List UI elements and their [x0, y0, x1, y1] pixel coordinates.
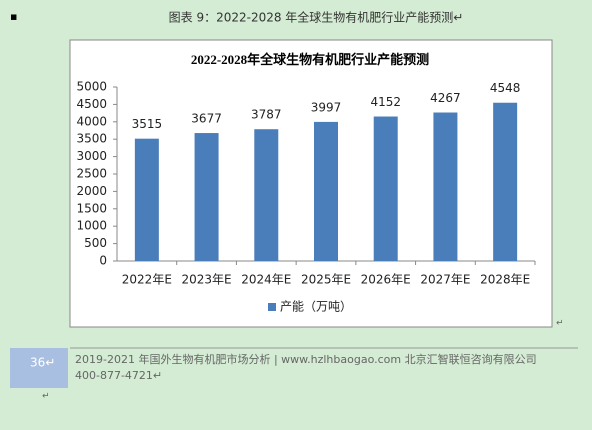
chart-title: 2022-2028年全球生物有机肥行业产能预测 — [191, 52, 429, 67]
value-label: 3997 — [311, 100, 342, 114]
y-tick-label: 0 — [99, 254, 107, 268]
y-tick-label: 4000 — [76, 114, 107, 128]
x-tick-label: 2027年E — [420, 273, 470, 287]
chart-mark: ↵ — [556, 319, 564, 329]
end-mark: ↵ — [42, 392, 50, 402]
legend-label: 产能（万吨） — [280, 300, 352, 314]
legend-swatch — [268, 303, 276, 311]
footer-text: 2019-2021 年国外生物有机肥市场分析 | www.hzlhbaogao.… — [75, 352, 537, 366]
value-label: 4267 — [430, 91, 461, 105]
value-label: 4152 — [370, 95, 401, 109]
bar — [314, 121, 338, 261]
bar — [433, 112, 458, 262]
x-tick-label: 2023年E — [182, 273, 232, 287]
x-tick-label: 2028年E — [480, 273, 530, 287]
x-tick-label: 2022年E — [122, 273, 172, 287]
y-tick-label: 3000 — [76, 149, 107, 163]
x-tick-label: 2026年E — [361, 273, 411, 287]
y-tick-label: 500 — [84, 236, 107, 250]
page-number-box — [10, 348, 68, 388]
y-tick-label: 5000 — [76, 80, 107, 94]
value-label: 3677 — [191, 112, 222, 126]
page-number: 36↵ — [30, 356, 55, 370]
bar — [194, 133, 219, 261]
y-tick-label: 2500 — [76, 167, 107, 181]
bullet: ▪ — [10, 10, 17, 23]
bar — [373, 116, 398, 261]
footer-phone: 400-877-4721↵ — [75, 369, 162, 382]
caption: 图表 9：2022-2028 年全球生物有机肥行业产能预测↵ — [169, 10, 464, 25]
value-label: 4548 — [490, 81, 521, 95]
bar — [254, 129, 279, 261]
y-tick-label: 3500 — [76, 132, 107, 146]
x-tick-label: 2024年E — [241, 273, 291, 287]
y-tick-label: 1000 — [76, 219, 107, 233]
bar — [134, 138, 159, 261]
x-tick-label: 2025年E — [301, 273, 351, 287]
bar — [493, 102, 518, 261]
plot: 0 500 1000 1500 2000 2500 3000 3500 4000 4500 5000… — [76, 80, 536, 314]
value-label: 3515 — [132, 117, 163, 131]
value-label: 3787 — [251, 108, 282, 122]
y-tick-label: 2000 — [76, 184, 107, 198]
y-tick-label: 1500 — [76, 201, 107, 215]
y-tick-label: 4500 — [76, 97, 107, 111]
